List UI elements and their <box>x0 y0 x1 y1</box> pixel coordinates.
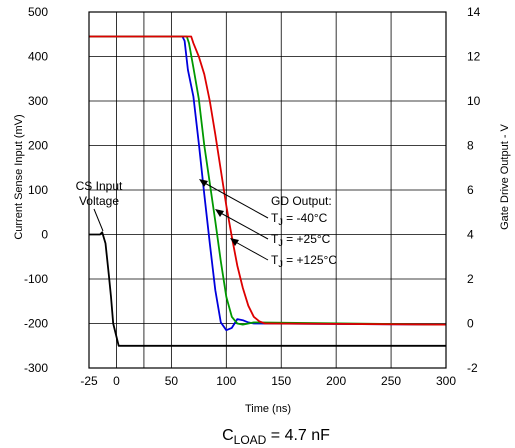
tj-plus125-label: TJ = +125°C <box>271 253 337 269</box>
y2-tick-label: 2 <box>467 272 474 286</box>
x-tick-label: -25 <box>80 374 98 388</box>
y-tick-label: 500 <box>28 5 48 19</box>
x-tick-label: 50 <box>165 374 179 388</box>
y-tick-label: 200 <box>28 139 48 153</box>
y2-axis-title: Gate Drive Output - V <box>499 123 511 229</box>
cs-input-annotation: CS Input Voltage <box>76 179 123 232</box>
tj-minus40-label: TJ = -40°C <box>271 211 328 227</box>
y2-tick-label: 8 <box>467 139 474 153</box>
cs-input-label-line1: CS Input <box>76 179 123 193</box>
y-tick-label: 100 <box>28 183 48 197</box>
tj-plus25-arrowhead <box>215 209 224 217</box>
chart-caption: CLOAD = 4.7 nF <box>222 427 330 447</box>
y-tick-label: -300 <box>24 361 48 375</box>
tj-minus40-leader <box>200 180 269 219</box>
plot-frame <box>88 11 447 369</box>
tj-minus40-arrowhead <box>199 179 208 187</box>
y2-tick-label: 0 <box>467 317 474 331</box>
series-line-2 <box>89 35 447 326</box>
y-tick-label: -200 <box>24 317 48 331</box>
y2-tick-label: 4 <box>467 228 474 242</box>
series-line-3 <box>89 231 446 347</box>
ticks: -25 0 50 100 150 200 250 300-300-200-1000100200… <box>24 5 481 388</box>
x-tick-label: 0 <box>113 374 120 388</box>
tj-plus25-label: TJ = +25°C <box>271 232 331 248</box>
y2-tick-label: 12 <box>467 50 481 64</box>
y-tick-label: -100 <box>24 272 48 286</box>
y2-tick-label: 14 <box>467 5 481 19</box>
gd-output-annotation: GD Output: TJ = -40°C TJ = +25°C TJ = +1… <box>199 179 337 269</box>
series-line-0 <box>89 35 447 332</box>
y-tick-label: 400 <box>28 50 48 64</box>
y-tick-label: 0 <box>41 228 48 242</box>
tj-plus125-arrowhead <box>230 238 239 246</box>
x-tick-label: 250 <box>381 374 401 388</box>
y2-tick-label: -2 <box>467 361 478 375</box>
y-axis-title: Current Sense Input (mV) <box>13 114 25 239</box>
cs-input-leader <box>93 208 104 232</box>
y2-tick-label: 6 <box>467 183 474 197</box>
series-line-1 <box>89 35 447 326</box>
cs-input-label-line2: Voltage <box>79 194 119 208</box>
x-tick-label: 300 <box>436 374 456 388</box>
x-tick-label: 150 <box>271 374 291 388</box>
x-tick-label: 200 <box>326 374 346 388</box>
tj-plus125-leader <box>231 239 269 261</box>
x-tick-label: 100 <box>216 374 236 388</box>
y2-tick-label: 10 <box>467 94 481 108</box>
grid <box>89 12 446 368</box>
series-group <box>89 35 447 347</box>
gd-output-label: GD Output: <box>271 194 332 208</box>
y-tick-label: 300 <box>28 94 48 108</box>
x-axis-title: Time (ns) <box>245 403 291 415</box>
tj-plus25-leader <box>216 210 269 240</box>
